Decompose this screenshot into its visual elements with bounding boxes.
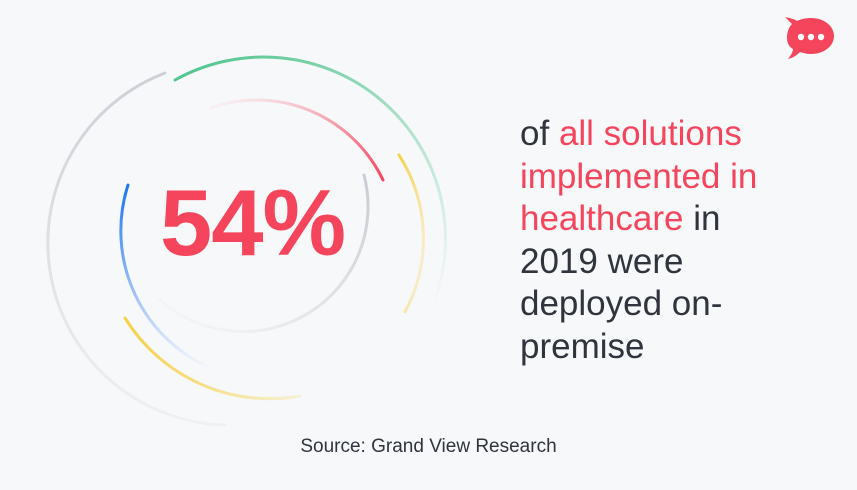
ring-bottom-yellow-arc — [123, 316, 302, 401]
ring-outer-green-arc — [173, 55, 447, 302]
statement-line-3-plain: in — [693, 199, 721, 238]
statement-line-4: 2019 were — [520, 241, 684, 281]
source-citation: Source: Grand View Research — [300, 436, 557, 457]
ring-outer-gray-arc — [46, 71, 227, 427]
ring-inner-pink-arc — [208, 98, 385, 182]
statement-line-1-plain: of — [520, 114, 550, 153]
ring-inner-gray-arc — [158, 173, 370, 334]
ring-left-blue-arc — [119, 183, 217, 372]
statement-line-1-accent: all solutions — [558, 114, 742, 153]
statement-line-5: deployed on- — [520, 284, 723, 323]
chat-bubble-icon — [785, 17, 834, 59]
statement-line-3: healthcare in — [520, 198, 820, 241]
stat-description: of all solutions implemented in healthca… — [520, 113, 820, 368]
statement-line-3-accent: healthcare — [520, 199, 684, 238]
statement-line-2: implemented in — [520, 156, 758, 196]
ring-right-yellow-arc — [397, 153, 425, 314]
statement-line-6: premise — [520, 326, 645, 366]
stat-percentage: 54% — [160, 170, 346, 275]
statement-line-1: of all solutions — [520, 113, 820, 156]
